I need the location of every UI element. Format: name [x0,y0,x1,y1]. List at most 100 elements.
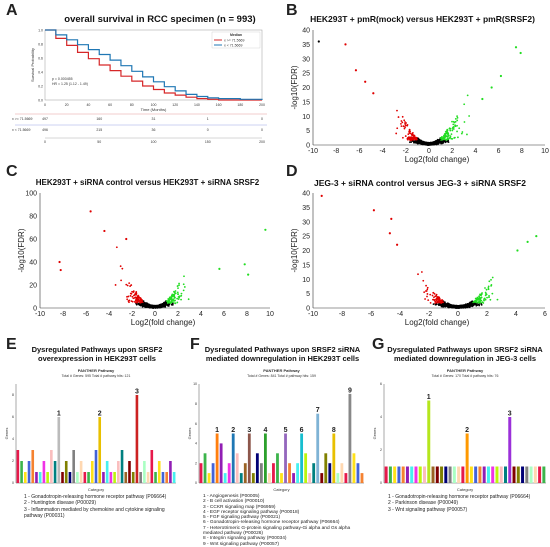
volcano-point [171,295,174,298]
pathway-bar-7 [316,413,320,483]
y-tick-label: 0.2 [38,85,43,89]
volcano-point [451,120,453,123]
pathway-bar [304,453,308,483]
x-tick-label: -4 [379,148,385,155]
volcano-point [434,302,436,305]
pathway-bar [512,466,516,483]
volcano-point [422,142,424,145]
x-tick-label: 4 [514,311,518,318]
volcano-point [471,302,474,305]
pathway-bar [448,466,452,483]
volcano-point [134,296,137,299]
stat-text: HR = 1.25 (1.12 - 1.49) [52,82,88,86]
volcano-point [149,306,152,308]
volcano-point [426,286,429,289]
pathway-bar [440,466,444,483]
volcano-point [485,288,488,291]
pathway-bar [42,461,46,483]
volcano-point [397,116,400,118]
volcano-outlier [526,240,529,243]
y-tick-label: 6 [12,415,14,419]
volcano-point [400,122,402,125]
x-tick-label: 10 [541,148,549,155]
panel-letter-e: E [6,336,17,353]
volcano-point [145,305,148,308]
risk-count: 0 [261,117,263,121]
survival-curve-high [45,29,262,101]
volcano-point [443,134,445,137]
volcano-point [139,301,142,304]
x-tick-label: 160 [216,103,222,107]
volcano-outlier [247,273,250,276]
volcano-point [131,300,134,303]
pathway-bar [482,466,486,483]
volcano-point [395,132,398,135]
volcano-point [120,279,122,282]
volcano-outlier [372,209,375,212]
volcano-point [142,304,145,307]
volcano-point [448,127,451,130]
volcano-point [442,141,445,144]
volcano-point [447,134,450,137]
risk-count: 1 [207,117,209,121]
risk-x-tick: 100 [151,140,157,144]
volcano-point [165,301,168,304]
x-tick-label: 0 [44,103,46,107]
y-tick-label: 4 [380,415,382,419]
volcano-point [404,126,407,128]
y-tick-label: 25 [302,71,310,78]
chart-title: PANTHER Pathway [447,368,484,373]
volcano-point [401,115,404,118]
pathway-bar [90,461,94,483]
volcano-point [454,124,456,126]
y-tick-label: 80 [29,214,37,221]
volcano-point [487,288,490,291]
volcano-point [488,296,490,299]
volcano-point [400,125,403,128]
volcano-point [478,295,481,298]
panel-letter-g: G [372,336,385,353]
volcano-point [446,133,449,136]
volcano-point [437,303,440,306]
y-tick-label: 4 [195,442,197,446]
volcano-point [449,135,452,138]
legend-item: mediated pathway (P00026) [203,531,263,537]
volcano-point [457,136,459,139]
pathway-bar [255,453,259,483]
volcano-point [177,293,179,296]
volcano-outlier [372,92,375,95]
pathway-bar [243,463,247,483]
legend-item: 1 - Gonadotropin-releasing hormone recep… [24,494,167,500]
y-axis-label: Genes [187,428,192,440]
volcano-outlier [58,260,61,264]
volcano-point [439,137,442,139]
pathway-bar [146,472,150,483]
volcano-point [442,140,445,142]
volcano-point [177,295,180,298]
volcano-point [172,298,174,301]
volcano-point [432,291,435,294]
volcano-point [172,294,175,297]
volcano-point [133,300,136,303]
volcano-point [431,294,434,297]
pathway-bar [223,473,227,483]
legend-item: 2 - Parkinson disease (P00049) [388,500,459,507]
volcano-point [447,304,450,307]
volcano-point [400,120,403,122]
volcano-point [396,127,399,130]
pathway-bar [251,473,255,483]
pathway-bar [203,453,207,483]
x-tick-label: 6 [543,311,547,318]
volcano-point [182,283,185,286]
volcano-point [178,282,180,285]
y-axis-label: Genes [372,428,377,440]
volcano-point [183,286,186,288]
pathway-bar [525,466,529,483]
volcano-point [409,132,412,135]
volcano-point [418,138,421,141]
volcano-point [445,131,448,133]
volcano-point [450,304,453,307]
volcano-point [426,288,429,291]
